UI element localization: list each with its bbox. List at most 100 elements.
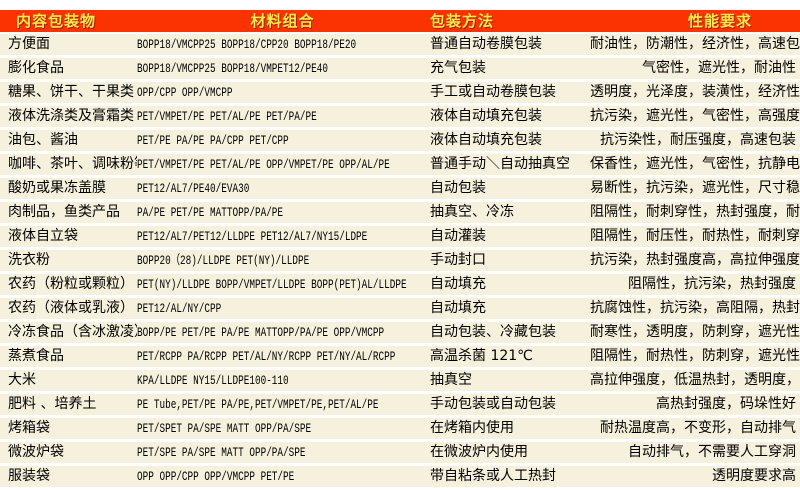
cell-materials: PET/SPE PA/SPE MATT OPP/PA/SPE xyxy=(137,445,306,460)
table-body: 方便面 BOPP18/VMCPP25 BOPP18/CPP20 BOPP18/PE… xyxy=(0,34,800,487)
cell-item: 油包、酱油 xyxy=(8,132,78,148)
table-row: 酸奶或果冻盖膜 PET12/AL7/PE40/EVA30 自动包装 易断性，抗污染，遮… xyxy=(0,178,800,199)
cell-method: 手动封口 xyxy=(430,252,486,268)
cell-materials: OPP OPP/CPP OPP/VMCPP PET/PE xyxy=(137,469,295,484)
table-header: 内容包装物 材料组合 包装方法 性能要求 xyxy=(0,10,800,32)
cell-performance: 抗污染，遮光性，气密性，高强度 xyxy=(590,108,800,124)
cell-item: 蒸煮食品 xyxy=(8,348,64,364)
cell-materials: PET12/AL/NY/CPP xyxy=(137,301,222,316)
cell-materials: PET/SPET PA/SPE MATT OPP/PA/SPE xyxy=(137,421,312,436)
cell-performance: 透明度，光泽度，装潢性，经济性 xyxy=(590,84,800,100)
cell-item: 肉制品，鱼类产品 xyxy=(8,204,120,220)
cell-item: 微波炉袋 xyxy=(8,444,64,460)
cell-item: 膨化食品 xyxy=(8,60,64,76)
cell-method: 自动灌装 xyxy=(430,228,486,244)
cell-method: 手动包装或自动包装 xyxy=(430,396,556,412)
header-material-combination: 材料组合 xyxy=(250,12,315,30)
cell-performance: 易断性，抗污染，遮光性，尺寸稳定 xyxy=(590,180,800,196)
table-row: 洗衣粉 BOPP20（28)/LLDPE PET(NY)/LLDPE 手动封口 抗污染… xyxy=(0,250,800,271)
cell-method: 自动包装 xyxy=(430,180,486,196)
cell-item: 大米 xyxy=(8,372,36,388)
cell-item: 农药（粉粒或颗粒） xyxy=(8,276,134,292)
cell-method: 带自粘条或人工热封 xyxy=(430,468,556,484)
cell-method: 普通自动卷膜包装 xyxy=(430,36,542,52)
cell-materials: BOPP18/VMCPP25 BOPP18/CPP20 BOPP18/PE20 xyxy=(137,37,357,52)
cell-performance: 阻隔性，抗污染，热封强度 xyxy=(628,276,796,292)
cell-performance: 高热封强度，码垛性好 xyxy=(656,396,796,412)
cell-item: 酸奶或果冻盖膜 xyxy=(8,180,106,196)
table-row: 膨化食品 BOPP18/VMCPP25 BOPP18/VMPET12/PE40 充气… xyxy=(0,58,800,79)
table-row: 肥料 、培养土 PE Tube,PET/PE PA/PE,PET/VMPET/PE… xyxy=(0,394,800,415)
cell-performance: 抗腐蚀性，抗污染，高阻隔，热封强度 xyxy=(590,300,800,316)
cell-method: 抽真空 xyxy=(430,372,472,388)
cell-item: 冷冻食品（含冰激凌） xyxy=(8,324,137,340)
table-row: 冷冻食品（含冰激凌） BOPP/PE PET/PE PA/PE MATTOPP/P… xyxy=(0,322,800,343)
cell-materials: PA/PE PET/PE MATTOPP/PA/PE xyxy=(137,205,284,220)
cell-method: 普通手动＼自动抽真空 xyxy=(430,156,570,172)
cell-materials: PET(NY)/LLDPE BOPP/VMPET/LLDPE BOPP(PET)… xyxy=(137,277,407,292)
table-row: 油包、酱油 PET/PE PA/PE PA/CPP PET/CPP 液体自动填充包装… xyxy=(0,130,800,151)
cell-materials: PE Tube,PET/PE PA/PE,PET/VMPET/PE,PET/AL… xyxy=(137,397,379,412)
table-row: 方便面 BOPP18/VMCPP25 BOPP18/CPP20 BOPP18/PE… xyxy=(0,34,800,55)
table-row: 肉制品，鱼类产品 PA/PE PET/PE MATTOPP/PA/PE 抽真空、冷冻… xyxy=(0,202,800,223)
cell-item: 肥料 、培养土 xyxy=(8,396,97,412)
cell-item: 液体自立袋 xyxy=(8,228,78,244)
cell-performance: 抗污染，热封强度高，高拉伸强度 xyxy=(590,252,800,268)
cell-performance: 气密性，遮光性，耐油性 xyxy=(642,60,796,76)
cell-item: 农药（液体或乳液） xyxy=(8,300,134,316)
cell-method: 自动包装、冷藏包装 xyxy=(430,324,556,340)
table-row: 微波炉袋 PET/SPE PA/SPE MATT OPP/PA/SPE 在微波炉内使… xyxy=(0,442,800,463)
cell-materials: PET12/AL7/PE40/EVA30 xyxy=(137,181,250,196)
cell-item: 糖果、饼干、干果类 xyxy=(8,84,134,100)
cell-performance: 抗污染性，耐压强度，高速包装 xyxy=(600,132,796,148)
cell-performance: 自动排气，不需要人工穿洞 xyxy=(628,444,796,460)
cell-materials: BOPP/PE PET/PE PA/PE MATTOPP/PA/PE OPP/V… xyxy=(137,325,385,340)
cell-method: 自动填充 xyxy=(430,276,486,292)
cell-method: 液体自动填充包装 xyxy=(430,132,542,148)
table-row: 农药（液体或乳液） PET12/AL/NY/CPP 自动填充 抗腐蚀性，抗污染，高阻隔… xyxy=(0,298,800,319)
cell-method: 高温杀菌 121℃ xyxy=(430,348,533,364)
cell-method: 自动填充 xyxy=(430,300,486,316)
cell-materials: PET/VMPET/PE PET/AL/PE PET/PA/PE xyxy=(137,109,317,124)
table-row: 烤箱袋 PET/SPET PA/SPE MATT OPP/PA/SPE 在烤箱内使用… xyxy=(0,418,800,439)
cell-performance: 保香性，遮光性，气密性，抗静电 xyxy=(590,156,800,172)
cell-method: 液体自动填充包装 xyxy=(430,108,542,124)
cell-materials: PET12/AL7/PET12/LLDPE PET12/AL7/NY15/LDP… xyxy=(137,229,368,244)
cell-item: 烤箱袋 xyxy=(8,420,50,436)
cell-performance: 阻隔性，耐压性，耐热性，耐刺穿，抗污染 xyxy=(590,228,800,244)
cell-method: 在微波炉内使用 xyxy=(430,444,528,460)
table-row: 糖果、饼干、干果类 OPP/CPP OPP/VMCPP 手工或自动卷膜包装 透明度，光… xyxy=(0,82,800,103)
cell-performance: 阻隔性，耐热性，防刺穿，遮光性 xyxy=(590,348,800,364)
header-content-item: 内容包装物 xyxy=(16,12,97,30)
table-row: 液体洗涤类及膏霜类 PET/VMPET/PE PET/AL/PE PET/PA/P… xyxy=(0,106,800,127)
cell-item: 服装袋 xyxy=(8,468,50,484)
cell-materials: BOPP20（28)/LLDPE PET(NY)/LLDPE xyxy=(137,253,310,268)
cell-method: 在烤箱内使用 xyxy=(430,420,514,436)
header-performance-requirements: 性能要求 xyxy=(687,12,752,30)
cell-materials: KPA/LLDPE NY15/LLDPE100-110 xyxy=(137,373,289,388)
cell-materials: PET/VMPET/PE PET/AL/PE OPP/VMPET/PE OPP/… xyxy=(137,157,390,172)
cell-materials: PET/RCPP PA/RCPP PET/AL/NY/RCPP PET/NY/A… xyxy=(137,349,396,364)
cell-performance: 阻隔性，耐刺穿性，热封强度，耐热性 xyxy=(590,204,800,220)
cell-item: 液体洗涤类及膏霜类 xyxy=(8,108,134,124)
cell-performance: 高拉伸强度，低温热封，透明度，手挽强度高 xyxy=(590,372,800,388)
cell-item: 方便面 xyxy=(8,36,50,52)
cell-method: 抽真空、冷冻 xyxy=(430,204,514,220)
table-row: 液体自立袋 PET12/AL7/PET12/LLDPE PET12/AL7/NY1… xyxy=(0,226,800,247)
cell-item: 洗衣粉 xyxy=(8,252,50,268)
header-packaging-method: 包装方法 xyxy=(430,12,495,30)
cell-materials: PET/PE PA/PE PA/CPP PET/CPP xyxy=(137,133,289,148)
cell-performance: 透明度要求高 xyxy=(712,468,796,484)
table-row: 大米 KPA/LLDPE NY15/LLDPE100-110 抽真空 高拉伸强度，低温… xyxy=(0,370,800,391)
table-row: 咖啡、茶叶、调味粉等 PET/VMPET/PE PET/AL/PE OPP/VMP… xyxy=(0,154,800,175)
cell-method: 充气包装 xyxy=(430,60,486,76)
cell-materials: OPP/CPP OPP/VMCPP xyxy=(137,85,233,100)
table-row: 农药（粉粒或颗粒） PET(NY)/LLDPE BOPP/VMPET/LLDPE … xyxy=(0,274,800,295)
cell-performance: 耐油性，防潮性，经济性，高速包装 xyxy=(590,36,800,52)
cell-item: 咖啡、茶叶、调味粉等 xyxy=(8,156,137,172)
table-row: 蒸煮食品 PET/RCPP PA/RCPP PET/AL/NY/RCPP PET/… xyxy=(0,346,800,367)
cell-performance: 耐寒性，透明度，防刺穿，遮光性 xyxy=(590,324,800,340)
table-row: 服装袋 OPP OPP/CPP OPP/VMCPP PET/PE 带自粘条或人工热封… xyxy=(0,466,800,487)
cell-materials: BOPP18/VMCPP25 BOPP18/VMPET12/PE40 xyxy=(137,61,328,76)
